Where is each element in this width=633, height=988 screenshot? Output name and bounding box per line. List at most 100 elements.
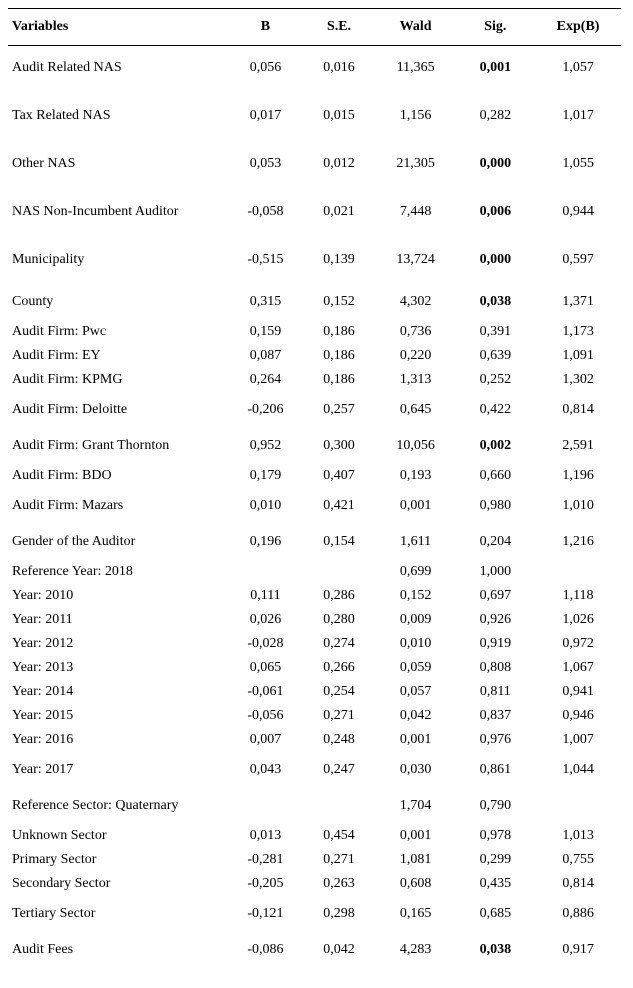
table-row: Year: 20100,1110,2860,1520,6971,118 xyxy=(8,584,621,608)
cell-b: -0,281 xyxy=(229,848,303,872)
cell-sig: 0,685 xyxy=(455,896,535,932)
cell-se: 0,257 xyxy=(302,392,376,428)
cell-expb: 1,044 xyxy=(535,752,621,788)
cell-b: 0,007 xyxy=(229,728,303,752)
cell-sig: 0,204 xyxy=(455,524,535,560)
cell-expb: 1,371 xyxy=(535,284,621,320)
cell-sig: 0,861 xyxy=(455,752,535,788)
cell-variable: Audit Fees xyxy=(8,932,229,968)
cell-se: 0,186 xyxy=(302,368,376,392)
cell-expb: 1,057 xyxy=(535,46,621,93)
cell-expb: 1,196 xyxy=(535,464,621,488)
cell-expb: 1,010 xyxy=(535,488,621,524)
cell-se: 0,247 xyxy=(302,752,376,788)
cell-b: 0,087 xyxy=(229,344,303,368)
cell-se: 0,012 xyxy=(302,140,376,188)
cell-expb: 1,013 xyxy=(535,824,621,848)
cell-sig: 0,976 xyxy=(455,728,535,752)
cell-b: 0,053 xyxy=(229,140,303,188)
cell-variable: Year: 2013 xyxy=(8,656,229,680)
cell-sig: 0,926 xyxy=(455,608,535,632)
table-row: Gender of the Auditor0,1960,1541,6110,20… xyxy=(8,524,621,560)
cell-expb: 2,591 xyxy=(535,428,621,464)
cell-se: 0,254 xyxy=(302,680,376,704)
cell-b: -0,028 xyxy=(229,632,303,656)
cell-sig: 0,000 xyxy=(455,236,535,284)
col-header-sig: Sig. xyxy=(455,9,535,46)
cell-expb: 0,814 xyxy=(535,392,621,428)
cell-b: -0,061 xyxy=(229,680,303,704)
table-row: Audit Firm: EY0,0870,1860,2200,6391,091 xyxy=(8,344,621,368)
cell-b: 0,264 xyxy=(229,368,303,392)
col-header-variables: Variables xyxy=(8,9,229,46)
table-row: Year: 20160,0070,2480,0010,9761,007 xyxy=(8,728,621,752)
cell-expb: 1,017 xyxy=(535,92,621,140)
cell-wald: 11,365 xyxy=(376,46,456,93)
cell-wald: 0,699 xyxy=(376,560,456,584)
cell-sig: 0,001 xyxy=(455,46,535,93)
cell-variable: Audit Firm: Pwc xyxy=(8,320,229,344)
cell-wald: 0,193 xyxy=(376,464,456,488)
table-row: County0,3150,1524,3020,0381,371 xyxy=(8,284,621,320)
cell-expb: 1,091 xyxy=(535,344,621,368)
cell-se: 0,263 xyxy=(302,872,376,896)
cell-sig: 0,978 xyxy=(455,824,535,848)
cell-variable: Secondary Sector xyxy=(8,872,229,896)
cell-se: 0,286 xyxy=(302,584,376,608)
cell-wald: 0,042 xyxy=(376,704,456,728)
cell-sig: 0,660 xyxy=(455,464,535,488)
cell-se: 0,271 xyxy=(302,848,376,872)
table-row: Audit Related NAS0,0560,01611,3650,0011,… xyxy=(8,46,621,93)
cell-wald: 1,156 xyxy=(376,92,456,140)
table-row: Year: 20130,0650,2660,0590,8081,067 xyxy=(8,656,621,680)
cell-variable: Year: 2017 xyxy=(8,752,229,788)
cell-sig: 0,980 xyxy=(455,488,535,524)
cell-se: 0,016 xyxy=(302,46,376,93)
table-row: Municipality-0,5150,13913,7240,0000,597 xyxy=(8,236,621,284)
cell-expb: 1,173 xyxy=(535,320,621,344)
cell-variable: Reference Sector: Quaternary xyxy=(8,788,229,824)
cell-variable: Year: 2010 xyxy=(8,584,229,608)
cell-b: 0,010 xyxy=(229,488,303,524)
cell-expb xyxy=(535,788,621,824)
cell-se: 0,280 xyxy=(302,608,376,632)
cell-se: 0,274 xyxy=(302,632,376,656)
cell-se: 0,271 xyxy=(302,704,376,728)
cell-se: 0,298 xyxy=(302,896,376,932)
cell-sig: 0,006 xyxy=(455,188,535,236)
cell-b: -0,086 xyxy=(229,932,303,968)
cell-b: 0,056 xyxy=(229,46,303,93)
cell-wald: 7,448 xyxy=(376,188,456,236)
table-row: Year: 2012-0,0280,2740,0100,9190,972 xyxy=(8,632,621,656)
cell-expb: 1,026 xyxy=(535,608,621,632)
cell-wald: 1,081 xyxy=(376,848,456,872)
cell-sig: 0,808 xyxy=(455,656,535,680)
cell-sig: 0,697 xyxy=(455,584,535,608)
cell-variable: Year: 2014 xyxy=(8,680,229,704)
cell-variable: Unknown Sector xyxy=(8,824,229,848)
cell-wald: 0,220 xyxy=(376,344,456,368)
cell-variable: County xyxy=(8,284,229,320)
table-row: Audit Firm: Deloitte-0,2060,2570,6450,42… xyxy=(8,392,621,428)
cell-variable: Audit Firm: Mazars xyxy=(8,488,229,524)
cell-se: 0,421 xyxy=(302,488,376,524)
cell-variable: Year: 2012 xyxy=(8,632,229,656)
cell-variable: Primary Sector xyxy=(8,848,229,872)
cell-b: 0,111 xyxy=(229,584,303,608)
cell-expb: 1,302 xyxy=(535,368,621,392)
cell-expb: 0,941 xyxy=(535,680,621,704)
cell-se: 0,186 xyxy=(302,344,376,368)
regression-table: Variables B S.E. Wald Sig. Exp(B) Audit … xyxy=(8,8,621,968)
cell-expb: 1,067 xyxy=(535,656,621,680)
cell-expb: 0,886 xyxy=(535,896,621,932)
cell-b: 0,315 xyxy=(229,284,303,320)
cell-variable: NAS Non-Incumbent Auditor xyxy=(8,188,229,236)
cell-sig: 1,000 xyxy=(455,560,535,584)
cell-wald: 1,704 xyxy=(376,788,456,824)
cell-expb: 0,944 xyxy=(535,188,621,236)
cell-wald: 0,010 xyxy=(376,632,456,656)
cell-b: 0,159 xyxy=(229,320,303,344)
cell-variable: Gender of the Auditor xyxy=(8,524,229,560)
cell-wald: 0,608 xyxy=(376,872,456,896)
table-body: Audit Related NAS0,0560,01611,3650,0011,… xyxy=(8,46,621,969)
